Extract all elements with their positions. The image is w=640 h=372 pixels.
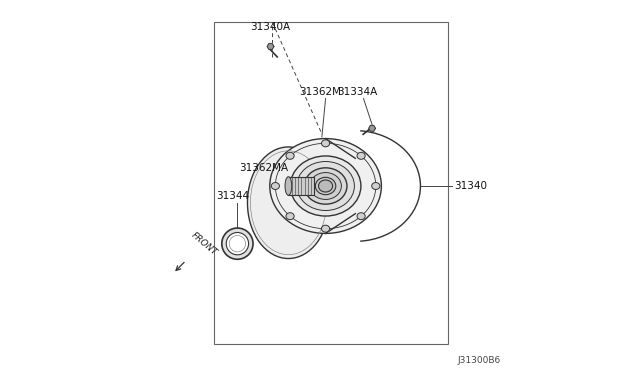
Ellipse shape [319,180,333,192]
Bar [214,22,449,344]
Circle shape [222,228,253,259]
Ellipse shape [271,183,280,189]
Ellipse shape [321,225,330,232]
Polygon shape [369,125,376,131]
Ellipse shape [372,183,380,189]
Ellipse shape [291,156,361,216]
Ellipse shape [316,177,336,195]
Ellipse shape [270,139,381,234]
Ellipse shape [285,177,292,195]
Ellipse shape [297,161,355,211]
Text: 31344: 31344 [216,191,249,201]
Text: 31362MA: 31362MA [239,163,289,173]
Text: J31300B6: J31300B6 [457,356,500,365]
Bar [289,177,314,195]
Ellipse shape [286,153,294,159]
Circle shape [227,232,248,255]
Text: 31362M: 31362M [299,87,341,97]
Ellipse shape [310,173,341,199]
Ellipse shape [357,213,365,219]
Polygon shape [267,44,274,49]
Text: FRONT: FRONT [189,231,218,257]
Ellipse shape [321,140,330,147]
Ellipse shape [248,147,330,259]
Text: 31340A: 31340A [250,22,290,32]
Ellipse shape [357,153,365,159]
Ellipse shape [304,168,347,204]
Ellipse shape [286,213,294,219]
Text: 31340: 31340 [454,181,487,191]
Text: 31334A: 31334A [337,87,378,97]
